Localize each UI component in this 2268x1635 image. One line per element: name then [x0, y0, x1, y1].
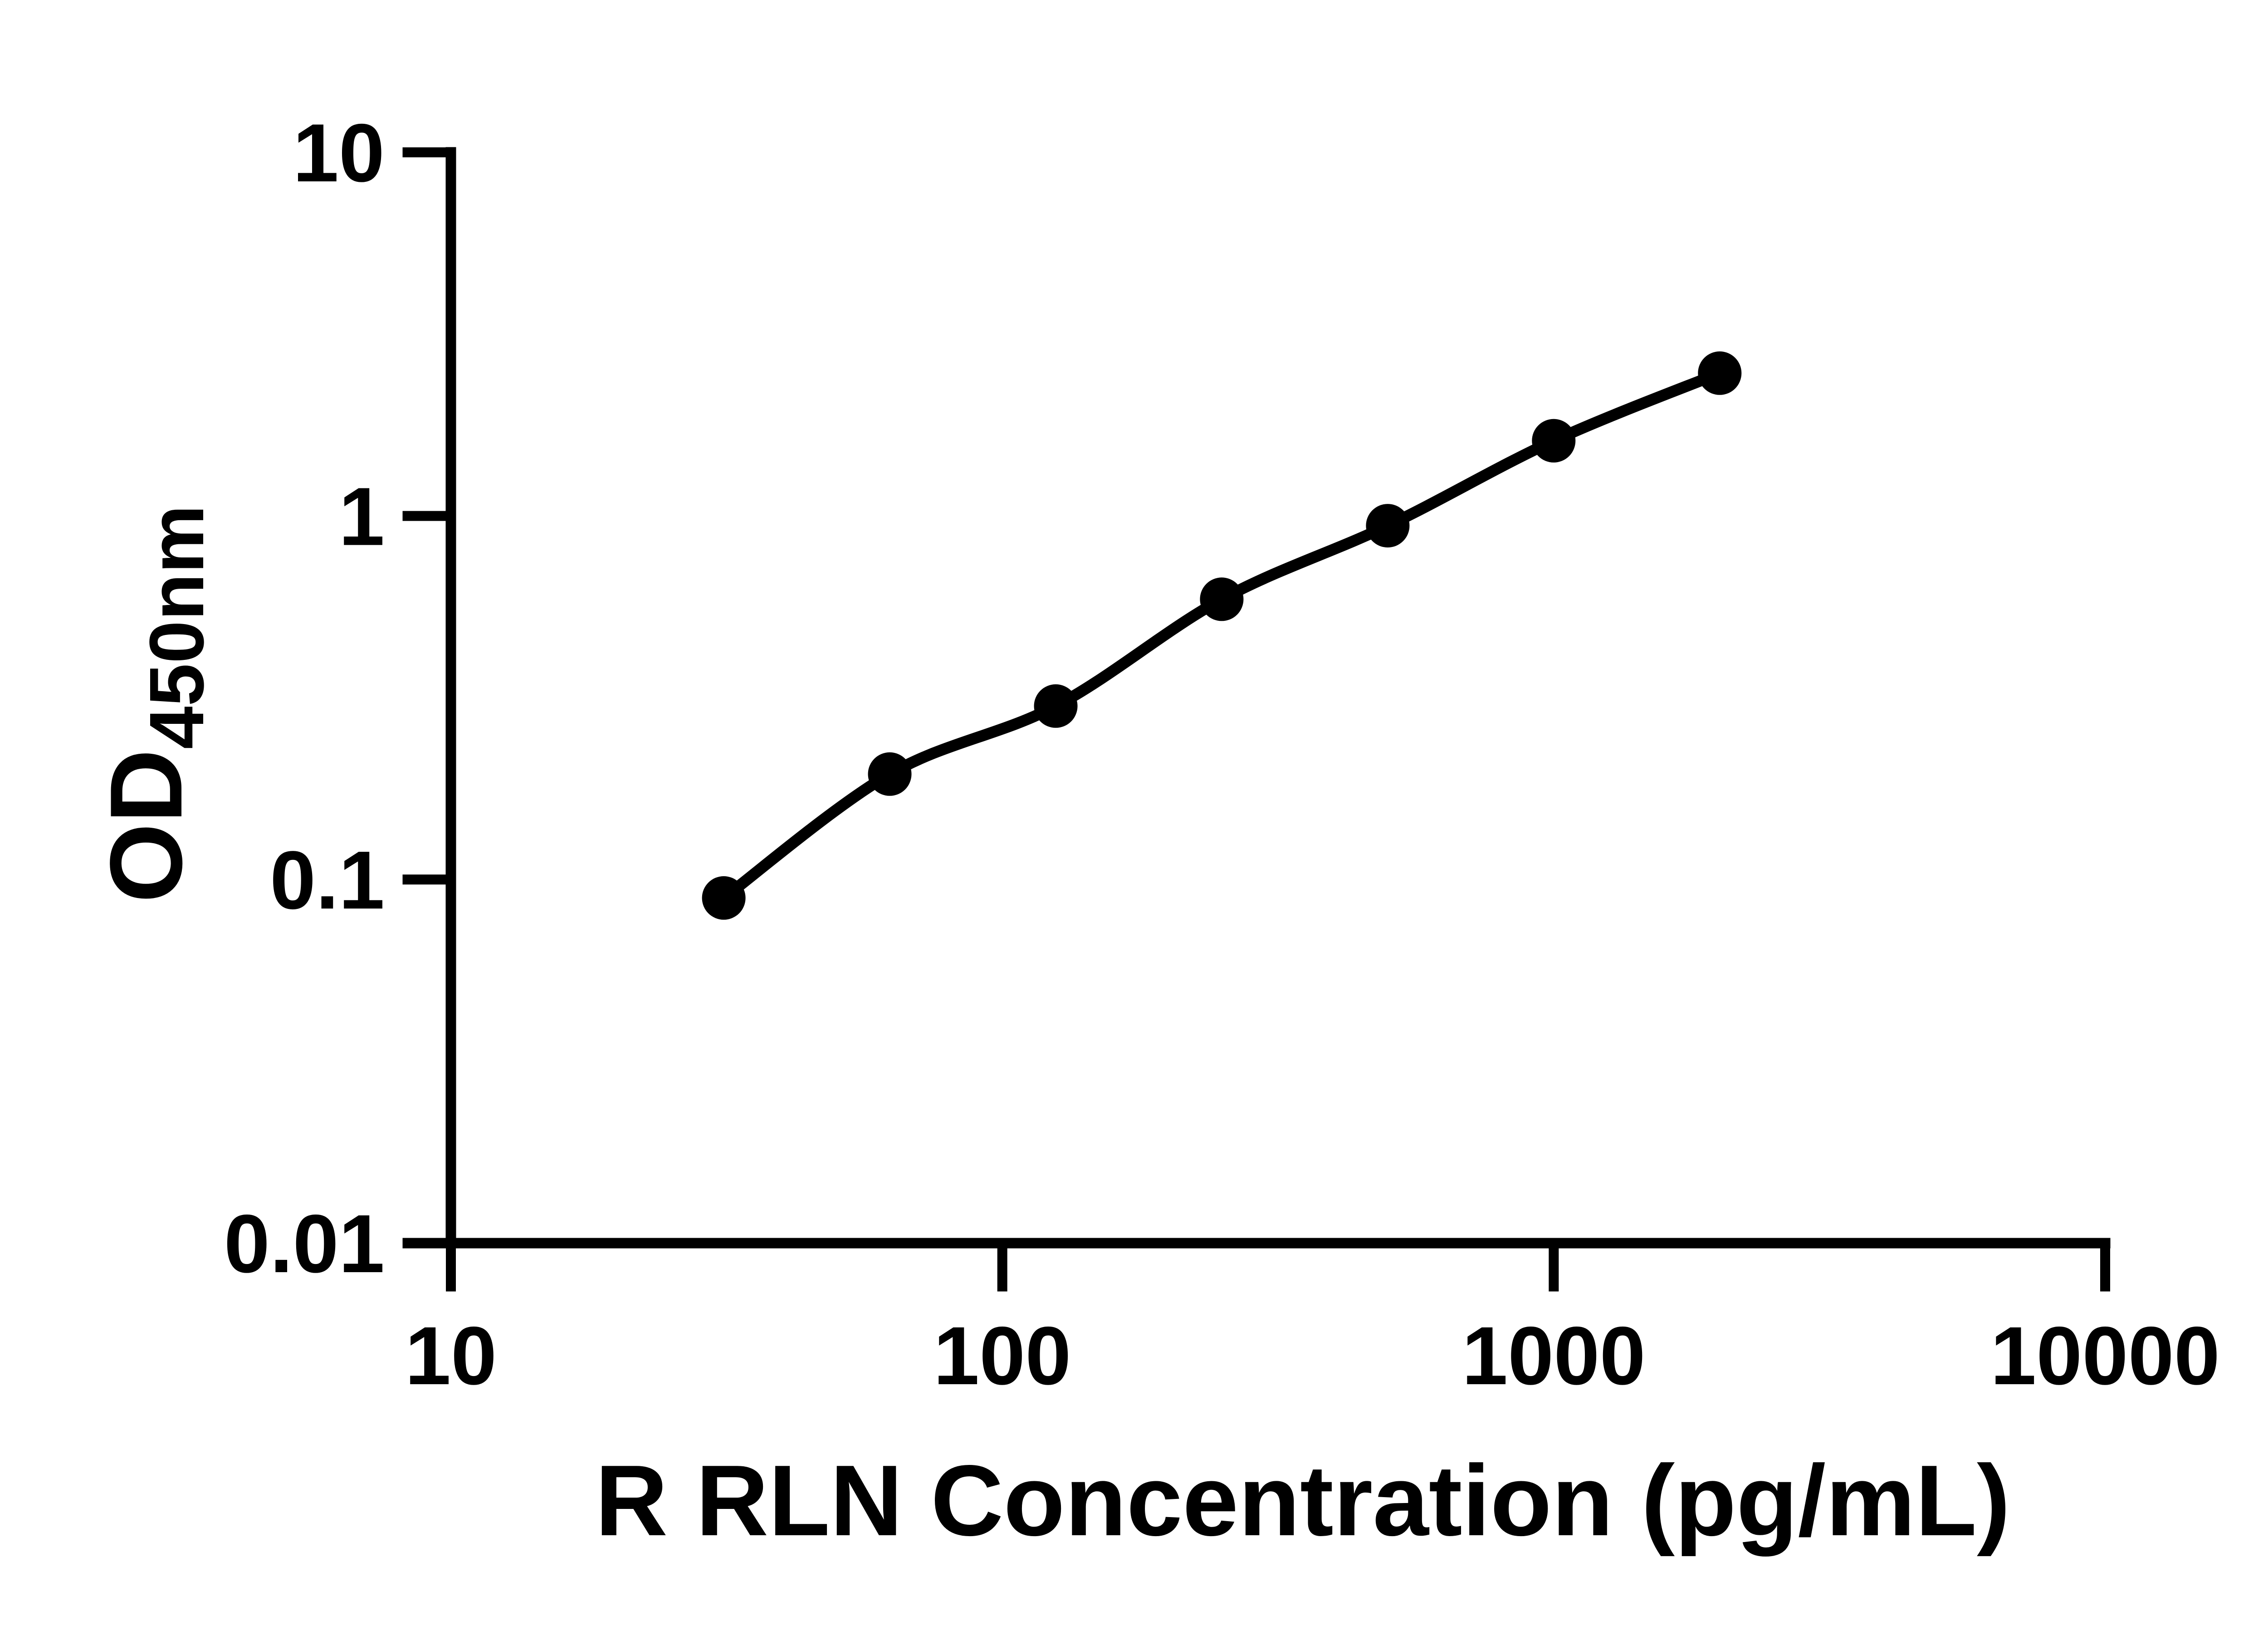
x-tick-label: 10000	[1990, 1309, 2220, 1402]
y-axis-title-main: OD	[88, 749, 203, 903]
x-tick-label: 10	[405, 1309, 497, 1402]
data-point	[1366, 504, 1410, 548]
x-tick-label: 100	[934, 1309, 1071, 1402]
data-point	[702, 876, 746, 920]
y-tick-label: 1	[339, 470, 385, 563]
y-axis-ticks	[402, 147, 446, 1248]
data-point	[868, 752, 912, 796]
y-tick-label: 0.1	[270, 834, 385, 926]
data-point	[1698, 351, 1742, 395]
y-axis-title-subscript: 450nm	[134, 505, 220, 749]
x-tick-label: 1000	[1462, 1309, 1646, 1402]
data-points	[702, 351, 1742, 920]
y-tick-label: 0.01	[224, 1197, 385, 1290]
axes	[402, 147, 2111, 1249]
axis-titles: R RLN Concentration (pg/mL) OD450nm	[88, 505, 2010, 1557]
data-point	[1200, 577, 1244, 621]
y-axis-tick-labels: 10 1 0.1 0.01	[224, 107, 385, 1290]
data-point	[1532, 419, 1576, 463]
y-axis-title: OD450nm	[88, 505, 220, 903]
y-tick-label: 10	[293, 107, 385, 199]
x-axis-ticks	[446, 1248, 2111, 1292]
x-axis-title: R RLN Concentration (pg/mL)	[595, 1445, 2010, 1557]
x-axis-tick-labels: 10 100 1000 10000	[405, 1309, 2220, 1402]
data-point	[1034, 684, 1078, 728]
data-series	[702, 351, 1742, 920]
